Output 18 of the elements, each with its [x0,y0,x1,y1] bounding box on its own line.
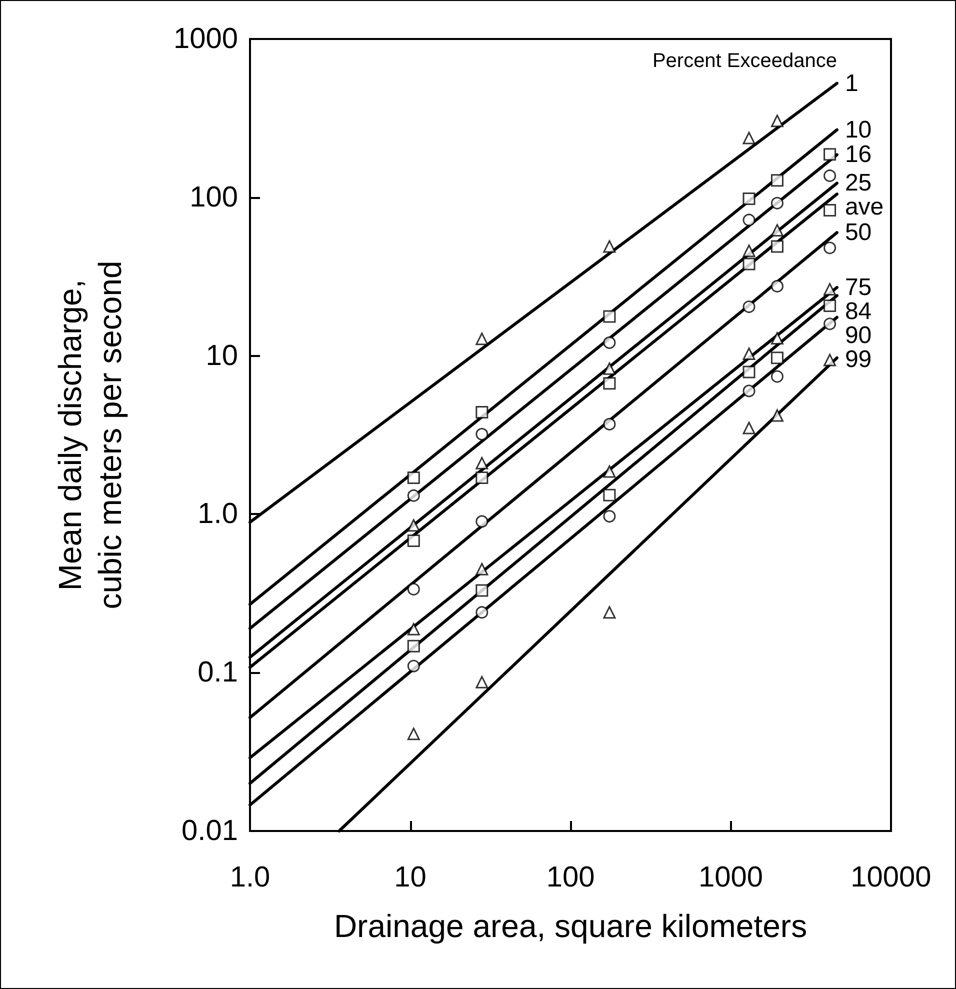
series-label: 50 [844,219,872,246]
y-tick-label: 100 [190,181,238,214]
x-tick-label: 10 [394,862,426,894]
y-tick-label: 10 [206,340,238,372]
series-label: 1 [844,70,858,97]
y-tick-label: 1.0 [198,498,238,530]
x-tick-label: 10000 [850,862,932,894]
legend-title: Percent Exceedance [652,50,837,72]
series-label: 16 [844,141,872,168]
x-axis-title: Drainage area, square kilometers [334,908,808,944]
x-tick-label: 100 [546,862,595,894]
y-tick-label: 0.01 [182,815,238,847]
y-axis-title: Mean daily discharge, cubic meters per second [52,260,128,610]
y-tick-label: 1000 [173,23,238,55]
y-tick-label: 0.1 [198,656,238,689]
x-tick-label: 1000 [698,862,764,894]
series-label: 10 [844,116,872,144]
x-tick-label: 1.0 [230,862,270,894]
